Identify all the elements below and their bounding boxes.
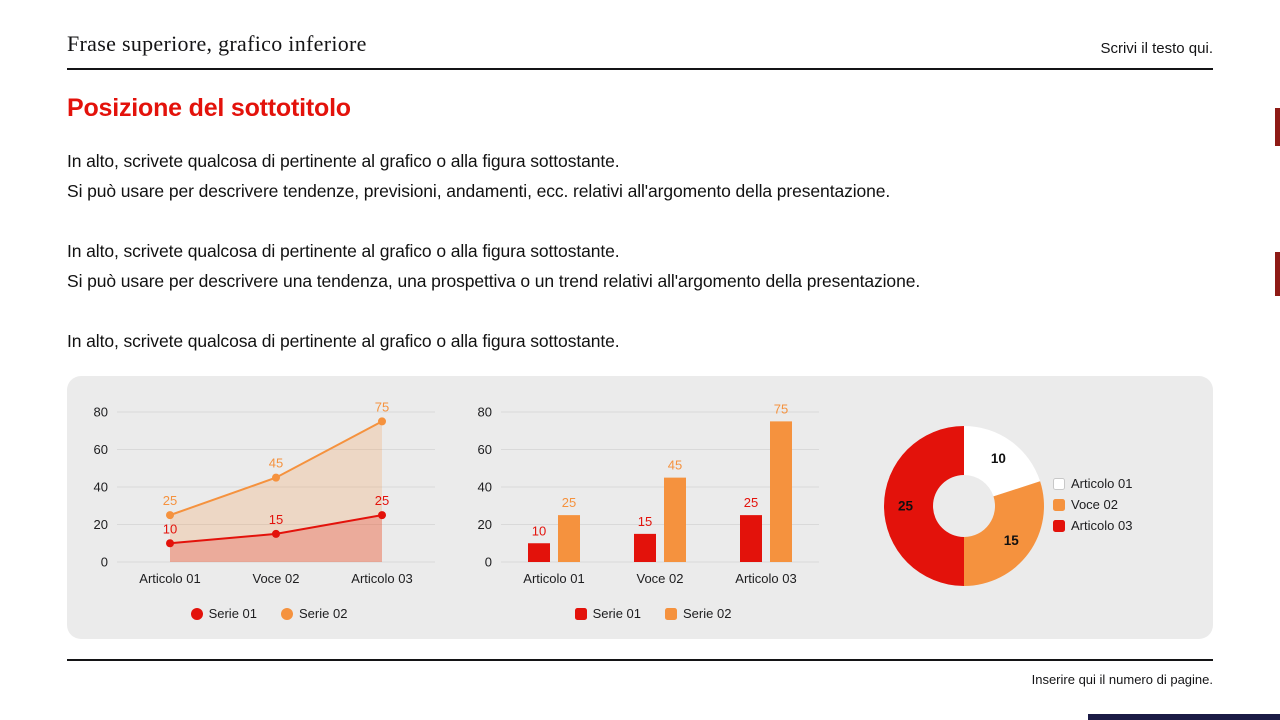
- data-label: 75: [774, 401, 788, 416]
- svg-text:Articolo 03: Articolo 03: [351, 571, 412, 586]
- footer-divider: [67, 659, 1213, 661]
- data-label: 25: [375, 493, 389, 508]
- legend-label: Articolo 03: [1071, 518, 1133, 533]
- donut-slice: [964, 426, 1041, 497]
- svg-text:Articolo 03: Articolo 03: [735, 571, 796, 586]
- svg-text:60: 60: [94, 442, 108, 457]
- data-label: 15: [269, 512, 283, 527]
- legend-swatch: [665, 607, 677, 620]
- bar: [664, 477, 686, 562]
- data-label: 15: [1004, 533, 1020, 548]
- body-text: In alto, scrivete qualcosa di pertinente…: [67, 146, 920, 386]
- legend-item: Serie 02: [281, 606, 347, 621]
- svg-text:Articolo 01: Articolo 01: [523, 571, 584, 586]
- legend-label: Serie 02: [299, 606, 348, 621]
- legend-swatch: [574, 607, 587, 620]
- svg-text:20: 20: [478, 517, 492, 532]
- bar-chart: 0 20 40 60 80 Articolo 01 Voce 02 Articolo 03 10…: [463, 398, 843, 590]
- legend-item: Serie 01: [574, 606, 641, 621]
- svg-text:Voce 02: Voce 02: [637, 571, 684, 586]
- bottom-bar: [1088, 714, 1280, 720]
- legend-label: Serie 01: [592, 606, 641, 621]
- data-label: 45: [668, 458, 682, 473]
- svg-text:60: 60: [478, 442, 492, 457]
- donut-chart: 10 15 25: [879, 421, 1049, 591]
- paragraph-3-line-1: In alto, scrivete qualcosa di pertinente…: [67, 331, 620, 351]
- svg-text:80: 80: [478, 405, 492, 420]
- donut-chart-legend: Articolo 01 Voce 02 Articolo 03: [1053, 476, 1132, 533]
- line-chart: 0 20 40 60 80 Articolo 01 Voce 02 Articolo 03 10…: [79, 398, 459, 590]
- legend-swatch: [1053, 519, 1065, 532]
- slide-title: Frase superiore, grafico inferiore: [67, 31, 367, 56]
- data-label: 10: [163, 521, 177, 536]
- svg-text:20: 20: [94, 517, 108, 532]
- header-divider: [67, 68, 1213, 70]
- svg-text:40: 40: [94, 480, 108, 495]
- line-point: [166, 511, 174, 520]
- donut-slice: [884, 426, 964, 586]
- line-point: [378, 511, 386, 520]
- paragraph-1-line-1: In alto, scrivete qualcosa di pertinente…: [67, 151, 620, 171]
- line-area: [170, 515, 382, 562]
- bar: [740, 515, 762, 562]
- paragraph-1-line-2: Si può usare per descrivere tendenze, pr…: [67, 181, 891, 201]
- svg-text:Voce 02: Voce 02: [253, 571, 300, 586]
- svg-text:40: 40: [478, 480, 492, 495]
- data-label: 25: [163, 493, 177, 508]
- svg-text:0: 0: [485, 555, 492, 570]
- line-point: [272, 529, 280, 538]
- data-label: 10: [532, 523, 546, 538]
- svg-text:80: 80: [94, 405, 108, 420]
- legend-item: Articolo 01: [1053, 476, 1132, 491]
- bar-chart-legend: Serie 01 Serie 02: [463, 606, 843, 621]
- bar: [634, 533, 656, 562]
- data-label: 75: [375, 399, 389, 414]
- data-label: 25: [744, 495, 758, 510]
- data-label: 25: [898, 499, 914, 514]
- paragraph-2: In alto, scrivete qualcosa di pertinente…: [67, 236, 920, 296]
- bar-chart-svg: 0 20 40 60 80 Articolo 01 Voce 02 Articolo 03 10…: [478, 401, 819, 586]
- data-label: 45: [269, 456, 283, 471]
- edge-mark-middle: [1275, 252, 1280, 296]
- donut-slice: [964, 481, 1044, 586]
- legend-label: Serie 02: [683, 606, 732, 621]
- legend-swatch: [1053, 498, 1065, 511]
- line-point: [378, 417, 386, 426]
- edge-mark-top: [1275, 108, 1280, 146]
- line-point: [272, 473, 280, 482]
- svg-text:Articolo 01: Articolo 01: [139, 571, 200, 586]
- donut-chart-svg: 10 15 25: [884, 426, 1044, 586]
- legend-item: Articolo 03: [1053, 518, 1132, 533]
- legend-label: Serie 01: [208, 606, 257, 621]
- subtitle: Posizione del sottotitolo: [67, 94, 351, 122]
- legend-item: Serie 01: [190, 606, 257, 621]
- line-chart-legend: Serie 01 Serie 02: [79, 606, 459, 621]
- line-chart-svg: 0 20 40 60 80 Articolo 01 Voce 02 Articolo 03 10…: [94, 399, 435, 586]
- data-label: 15: [638, 514, 652, 529]
- legend-label: Articolo 01: [1071, 476, 1133, 491]
- paragraph-2-line-1: In alto, scrivete qualcosa di pertinente…: [67, 241, 620, 261]
- data-label: 25: [562, 495, 576, 510]
- paragraph-1: In alto, scrivete qualcosa di pertinente…: [67, 146, 920, 206]
- legend-item: Voce 02: [1053, 497, 1132, 512]
- line-area: [170, 421, 382, 562]
- svg-text:0: 0: [101, 555, 108, 570]
- paragraph-3: In alto, scrivete qualcosa di pertinente…: [67, 326, 920, 356]
- legend-label: Voce 02: [1071, 497, 1118, 512]
- legend-swatch: [281, 607, 293, 620]
- paragraph-2-line-2: Si può usare per descrivere una tendenza…: [67, 271, 921, 291]
- bar: [558, 515, 580, 562]
- data-label: 10: [991, 451, 1006, 466]
- bar: [770, 421, 792, 562]
- charts-panel: 0 20 40 60 80 Articolo 01 Voce 02 Articolo 03 10…: [67, 376, 1213, 639]
- bar: [528, 543, 550, 562]
- page-number-placeholder: Inserire qui il numero di pagine.: [1031, 672, 1213, 687]
- legend-item: Serie 02: [665, 606, 731, 621]
- header-note: Scrivi il testo qui.: [1100, 40, 1213, 57]
- line-point: [166, 539, 174, 548]
- legend-swatch: [1053, 477, 1065, 490]
- legend-swatch: [190, 607, 203, 620]
